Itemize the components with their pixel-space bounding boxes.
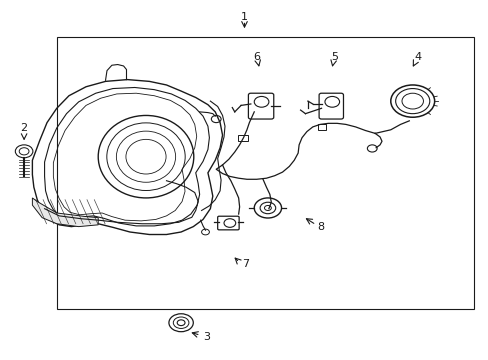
- Text: 3: 3: [203, 332, 210, 342]
- Bar: [57, 37, 473, 309]
- Text: 2: 2: [20, 123, 28, 134]
- Text: 5: 5: [330, 51, 338, 62]
- Polygon shape: [32, 198, 98, 226]
- Text: 6: 6: [253, 51, 260, 62]
- Text: 7: 7: [242, 259, 249, 269]
- Text: 1: 1: [241, 12, 247, 22]
- Text: 8: 8: [317, 222, 324, 231]
- Text: 4: 4: [413, 51, 420, 62]
